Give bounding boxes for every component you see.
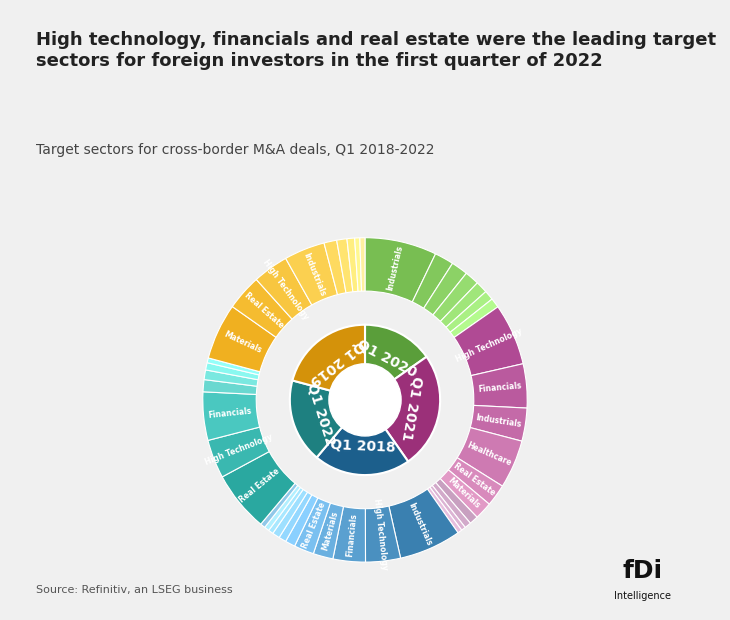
Wedge shape bbox=[436, 479, 477, 523]
Wedge shape bbox=[269, 487, 303, 533]
Text: Real Estate: Real Estate bbox=[238, 466, 282, 505]
Wedge shape bbox=[430, 485, 465, 530]
Text: Industrials: Industrials bbox=[407, 501, 433, 547]
Wedge shape bbox=[273, 489, 307, 538]
Text: Source: Refinitiv, an LSEG business: Source: Refinitiv, an LSEG business bbox=[36, 585, 233, 595]
Wedge shape bbox=[337, 239, 353, 293]
Wedge shape bbox=[347, 238, 358, 292]
Wedge shape bbox=[412, 254, 453, 308]
Circle shape bbox=[329, 364, 401, 436]
Text: Financials: Financials bbox=[345, 513, 358, 557]
Wedge shape bbox=[355, 238, 361, 291]
Wedge shape bbox=[261, 483, 298, 528]
Wedge shape bbox=[290, 381, 365, 458]
Wedge shape bbox=[457, 428, 522, 486]
Wedge shape bbox=[256, 259, 312, 319]
Text: High Technology: High Technology bbox=[204, 432, 274, 467]
Wedge shape bbox=[360, 237, 365, 291]
Wedge shape bbox=[450, 299, 498, 337]
Wedge shape bbox=[446, 291, 492, 332]
Text: Materials: Materials bbox=[446, 476, 482, 510]
Wedge shape bbox=[265, 485, 301, 530]
Wedge shape bbox=[324, 240, 346, 294]
Wedge shape bbox=[448, 458, 502, 504]
Wedge shape bbox=[317, 400, 408, 475]
Text: Target sectors for cross-border M&A deals, Q1 2018-2022: Target sectors for cross-border M&A deal… bbox=[36, 143, 435, 157]
Text: Real Estate: Real Estate bbox=[301, 501, 327, 550]
Wedge shape bbox=[293, 325, 365, 400]
Text: Real Estate: Real Estate bbox=[242, 290, 285, 330]
Text: High technology, financials and real estate were the leading target
sectors for : High technology, financials and real est… bbox=[36, 31, 717, 70]
Text: Industrials: Industrials bbox=[385, 244, 404, 291]
Wedge shape bbox=[204, 370, 258, 386]
Wedge shape bbox=[423, 264, 466, 315]
Wedge shape bbox=[203, 392, 260, 440]
Wedge shape bbox=[208, 427, 269, 477]
Wedge shape bbox=[295, 498, 331, 554]
Text: Industrials: Industrials bbox=[301, 251, 327, 298]
Text: Financials: Financials bbox=[208, 407, 253, 420]
Text: Financials: Financials bbox=[478, 382, 522, 394]
Wedge shape bbox=[279, 492, 312, 541]
Wedge shape bbox=[206, 363, 259, 380]
Text: Materials: Materials bbox=[320, 510, 339, 552]
Wedge shape bbox=[470, 405, 527, 441]
Text: Materials: Materials bbox=[222, 330, 263, 355]
Wedge shape bbox=[365, 325, 426, 400]
Wedge shape bbox=[365, 237, 436, 302]
Wedge shape bbox=[285, 495, 318, 546]
Wedge shape bbox=[432, 482, 470, 528]
Text: Real Estate: Real Estate bbox=[452, 461, 497, 498]
Wedge shape bbox=[433, 273, 477, 321]
Wedge shape bbox=[365, 356, 440, 461]
Wedge shape bbox=[427, 487, 461, 533]
Text: Q1 2019: Q1 2019 bbox=[307, 337, 366, 388]
Text: Healthcare: Healthcare bbox=[466, 440, 513, 467]
Text: Industrials: Industrials bbox=[475, 413, 523, 428]
Text: Q1 2020: Q1 2020 bbox=[354, 337, 419, 380]
Wedge shape bbox=[313, 503, 343, 559]
Text: Q1 2022: Q1 2022 bbox=[304, 381, 337, 447]
Wedge shape bbox=[203, 379, 257, 394]
Wedge shape bbox=[440, 283, 485, 327]
Text: Q1 2018: Q1 2018 bbox=[330, 438, 396, 455]
Wedge shape bbox=[232, 280, 292, 337]
Text: fDi: fDi bbox=[623, 559, 662, 583]
Text: Intelligence: Intelligence bbox=[614, 591, 671, 601]
Text: High Technology: High Technology bbox=[454, 326, 523, 363]
Wedge shape bbox=[208, 306, 276, 372]
Text: High Technology: High Technology bbox=[261, 258, 310, 322]
Wedge shape bbox=[365, 506, 401, 562]
Wedge shape bbox=[440, 470, 489, 517]
Wedge shape bbox=[333, 507, 366, 562]
Wedge shape bbox=[285, 243, 337, 305]
Wedge shape bbox=[222, 451, 295, 524]
Text: High Technology: High Technology bbox=[372, 498, 388, 571]
Wedge shape bbox=[454, 307, 523, 376]
Wedge shape bbox=[389, 489, 458, 558]
Wedge shape bbox=[207, 358, 260, 375]
Text: Q1 2021: Q1 2021 bbox=[399, 374, 423, 441]
Wedge shape bbox=[471, 364, 527, 408]
